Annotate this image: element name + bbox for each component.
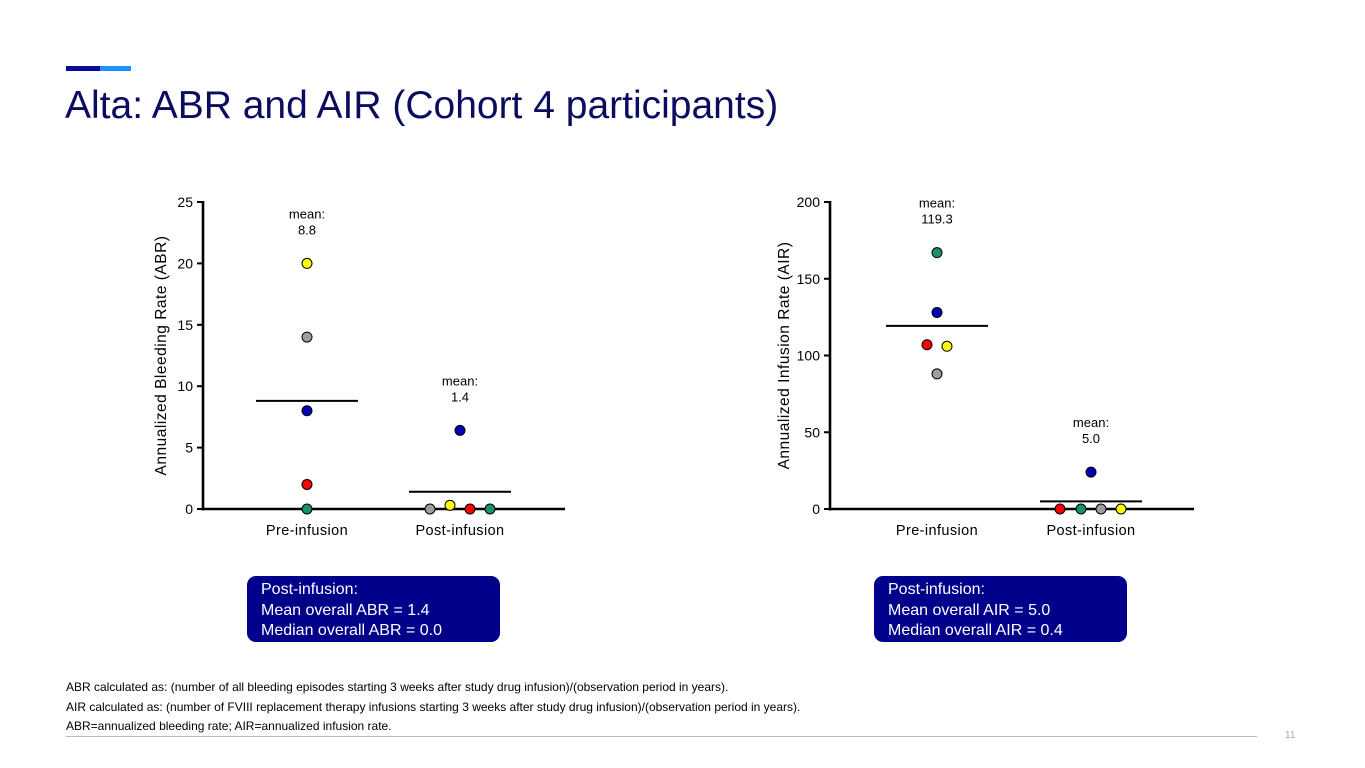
abr-y-tick-label: 0 bbox=[185, 501, 193, 517]
abr-mean-label: mean: bbox=[442, 373, 478, 388]
abr-data-point bbox=[301, 478, 313, 490]
air-y-tick-label: 150 bbox=[797, 271, 821, 287]
footnotes: ABR calculated as: (number of all bleedi… bbox=[66, 678, 800, 737]
abr-chart: 0 5 10 15 20 25 Annualized Bleeding Rate (ABR)… bbox=[150, 185, 590, 560]
abr-data-point bbox=[484, 503, 496, 515]
air-category-label: Post-infusion bbox=[1046, 523, 1135, 539]
abr-mean-value: 1.4 bbox=[451, 389, 469, 404]
abr-data-point bbox=[454, 424, 466, 436]
abr-data-point bbox=[464, 503, 476, 515]
air-data-point bbox=[1054, 503, 1066, 515]
page-number: 11 bbox=[1285, 730, 1296, 741]
abr-data-point bbox=[444, 499, 456, 511]
air-y-tick-label: 200 bbox=[797, 194, 821, 210]
slide-title: Alta: ABR and AIR (Cohort 4 participants… bbox=[65, 84, 779, 127]
air-data-point bbox=[1095, 503, 1107, 515]
abr-category-label: Pre-infusion bbox=[266, 523, 348, 539]
abr-data-point bbox=[301, 503, 313, 515]
air-y-tick-label: 50 bbox=[804, 424, 820, 440]
air-summary-line-3: Median overall AIR = 0.4 bbox=[888, 622, 1063, 639]
air-category-label: Pre-infusion bbox=[896, 523, 978, 539]
abr-y-tick-label: 10 bbox=[177, 378, 193, 394]
air-summary-line-1: Post-infusion: bbox=[888, 581, 985, 598]
air-mean-value: 119.3 bbox=[921, 212, 953, 227]
air-y-tick-label: 100 bbox=[797, 348, 821, 364]
air-data-point bbox=[931, 368, 943, 380]
abr-category-label: Post-infusion bbox=[415, 523, 504, 539]
abr-data-point bbox=[301, 257, 313, 269]
abr-summary-box: Post-infusion: Mean overall ABR = 1.4 Me… bbox=[247, 576, 500, 642]
abr-y-tick-label: 25 bbox=[177, 194, 193, 210]
air-data-point bbox=[931, 247, 943, 259]
air-data-point bbox=[931, 307, 943, 319]
air-data-point bbox=[921, 339, 933, 351]
abr-data-point bbox=[301, 405, 313, 417]
abr-y-tick-label: 5 bbox=[185, 440, 193, 456]
abr-y-tick-label: 20 bbox=[177, 255, 193, 271]
abr-summary-line-2: Mean overall ABR = 1.4 bbox=[261, 601, 430, 619]
air-data-point bbox=[1075, 503, 1087, 515]
air-chart-svg: 0 50 100 150 200 Annualized Infusion Rate (AI… bbox=[776, 194, 1194, 539]
abr-summary-line-3: Median overall ABR = 0.0 bbox=[261, 622, 442, 639]
air-chart: 0 50 100 150 200 Annualized Infusion Rate (AI… bbox=[773, 185, 1213, 560]
abr-data-point bbox=[424, 503, 436, 515]
footnote-abbreviations: ABR=annualized bleeding rate; AIR=annual… bbox=[66, 719, 392, 733]
footnote-abr: ABR calculated as: (number of all bleedi… bbox=[66, 680, 729, 694]
air-y-tick-label: 0 bbox=[812, 501, 820, 517]
abr-mean-value: 8.8 bbox=[298, 222, 316, 237]
title-accent-dark bbox=[66, 66, 100, 71]
air-mean-label: mean: bbox=[1073, 415, 1109, 430]
abr-data-point bbox=[301, 331, 313, 343]
air-summary-line-2: Mean overall AIR = 5.0 bbox=[888, 601, 1051, 619]
abr-chart-svg: 0 5 10 15 20 25 Annualized Bleeding Rate (ABR)… bbox=[153, 194, 565, 539]
air-data-point bbox=[941, 340, 953, 352]
footnote-air: AIR calculated as: (number of FVIII repl… bbox=[66, 699, 801, 714]
abr-mean-label: mean: bbox=[289, 206, 325, 221]
air-data-point bbox=[1115, 503, 1127, 515]
air-data-point bbox=[1085, 466, 1097, 478]
air-mean-value: 5.0 bbox=[1082, 431, 1100, 446]
air-y-axis-title: Annualized Infusion Rate (AIR) bbox=[776, 242, 793, 470]
abr-summary-line-1: Post-infusion: bbox=[261, 581, 358, 598]
air-mean-label: mean: bbox=[919, 196, 955, 211]
abr-y-tick-label: 15 bbox=[177, 317, 193, 333]
abr-y-axis-title: Annualized Bleeding Rate (ABR) bbox=[153, 236, 170, 476]
footer-divider bbox=[66, 736, 1257, 737]
title-accent-light bbox=[100, 66, 131, 71]
air-summary-box: Post-infusion: Mean overall AIR = 5.0 Me… bbox=[874, 576, 1127, 642]
